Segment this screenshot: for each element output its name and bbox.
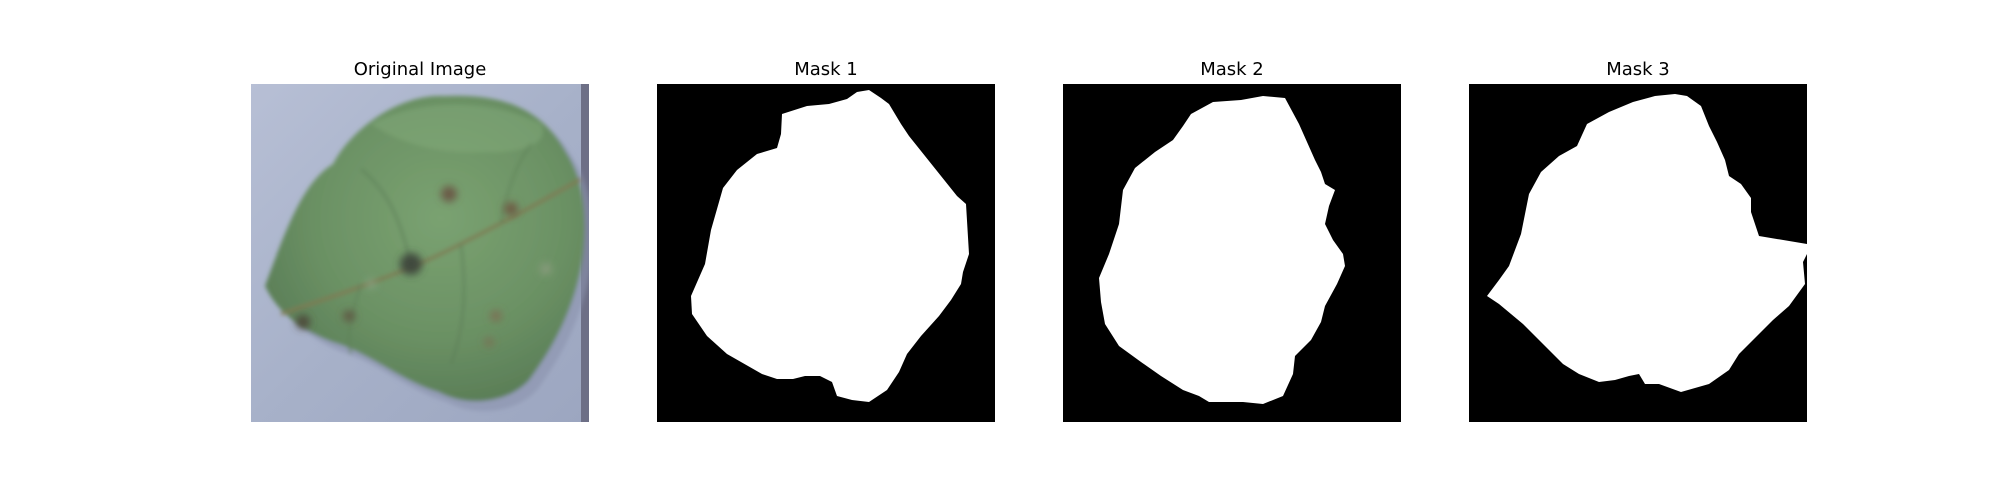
mask-3-image <box>1469 84 1807 422</box>
panel-title: Mask 1 <box>794 59 858 80</box>
leaf-photo <box>251 84 589 422</box>
panel-mask-2: Mask 2 <box>1063 0 1401 500</box>
panel-original-image: Original Image <box>251 0 589 500</box>
panel-mask-1: Mask 1 <box>657 0 995 500</box>
panel-mask-3: Mask 3 <box>1469 0 1807 500</box>
panel-title: Mask 3 <box>1606 59 1670 80</box>
mask-1-image <box>657 84 995 422</box>
mask-2-image <box>1063 84 1401 422</box>
panel-title: Original Image <box>353 59 487 80</box>
panel-title: Mask 2 <box>1200 59 1264 80</box>
